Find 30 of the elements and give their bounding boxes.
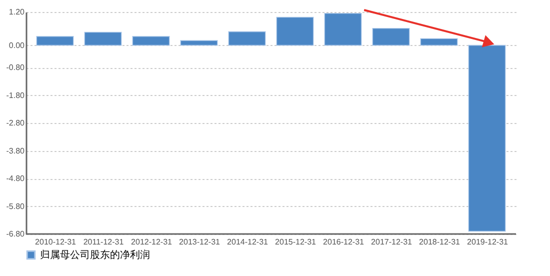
x-tick-label: 2017-12-31	[371, 238, 413, 246]
x-tick-label: 2018-12-31	[419, 238, 461, 246]
bar	[468, 44, 506, 232]
bar	[228, 31, 266, 46]
x-tick-label: 2013-12-31	[179, 238, 221, 246]
x-tick-label: 2019-12-31	[467, 238, 509, 246]
legend-label: 归属母公司股东的净利润	[40, 249, 150, 261]
y-tick-label: -2.80	[6, 118, 26, 128]
x-tick-label: 2011-12-31	[83, 238, 124, 246]
bar	[36, 36, 74, 46]
bar	[84, 32, 122, 46]
bar	[324, 12, 362, 46]
y-tick-label: -4.80	[6, 174, 26, 183]
y-tick-label: -0.80	[6, 63, 26, 72]
x-tick-label: 2015-12-31	[275, 238, 317, 246]
y-tick-label: 1.20	[8, 8, 26, 16]
bar	[276, 16, 314, 46]
y-tick-label: -3.80	[6, 146, 26, 156]
x-tick-label: 2014-12-31	[227, 238, 269, 246]
bar	[132, 36, 170, 46]
y-tick-label: 0.00	[8, 40, 26, 50]
y-tick-label: -1.80	[6, 90, 26, 100]
y-tick-label: -5.80	[6, 202, 26, 211]
bar	[180, 40, 218, 46]
x-tick-label: 2010-12-31	[35, 238, 77, 246]
y-tick-label: -6.80	[6, 230, 26, 238]
x-tick-label: 2016-12-31	[323, 238, 365, 246]
bar	[420, 38, 458, 46]
bar	[372, 28, 410, 46]
x-tick-label: 2012-12-31	[131, 238, 173, 246]
